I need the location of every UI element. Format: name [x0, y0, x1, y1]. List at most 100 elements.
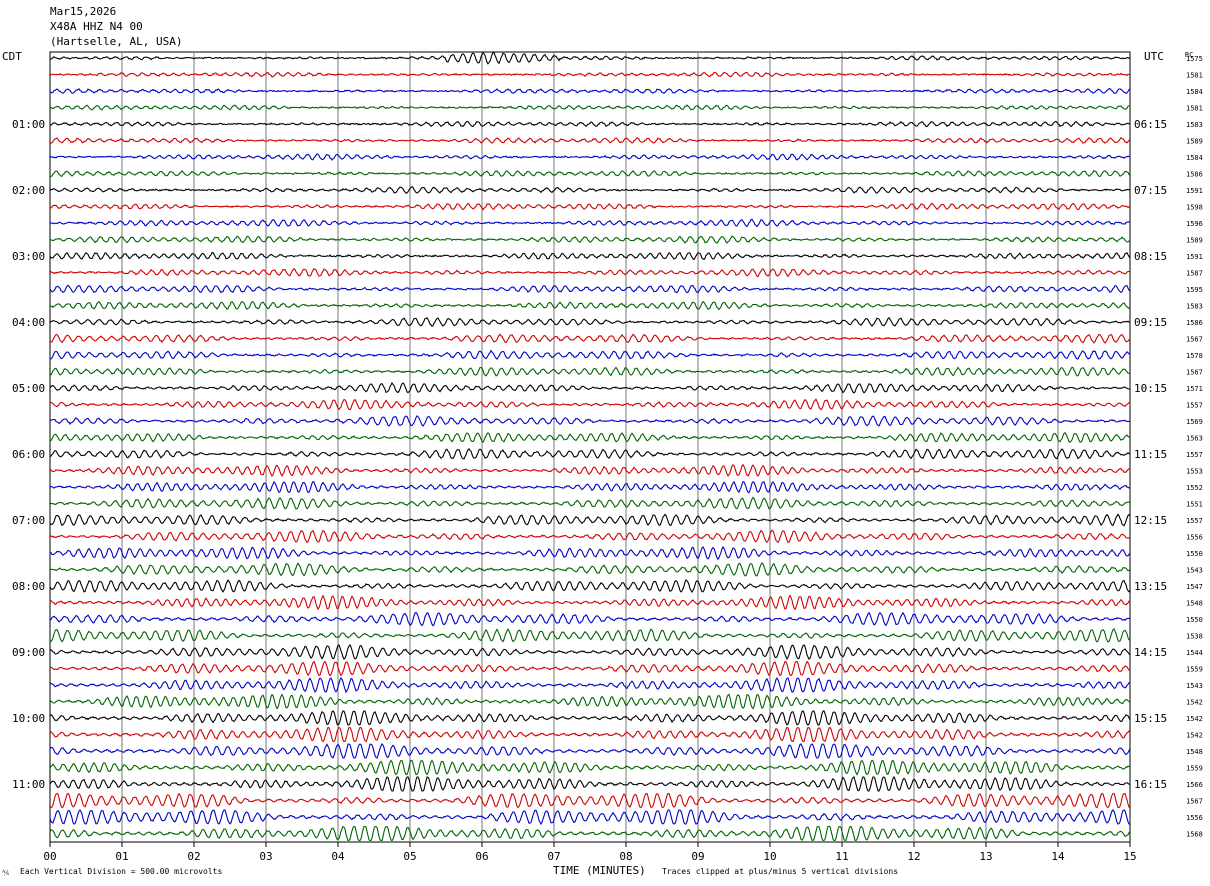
right-hour-label: 08:15: [1134, 250, 1167, 263]
seismic-trace-row: [49, 496, 1131, 510]
seismic-traces: [49, 51, 1131, 842]
right-hour-label: 13:15: [1134, 580, 1167, 593]
x-tick-label: 04: [331, 850, 345, 863]
seismic-trace-row: [49, 693, 1131, 710]
x-tick-label: 06: [475, 850, 488, 863]
seismic-trace-row: [49, 268, 1130, 278]
row-value: 1581: [1186, 105, 1203, 113]
seismic-trace-row: [49, 366, 1131, 377]
row-value: 1556: [1186, 814, 1203, 822]
seismic-trace-row: [49, 415, 1131, 427]
row-value: 1551: [1186, 501, 1203, 509]
right-hour-label: 09:15: [1134, 316, 1167, 329]
row-value: 1587: [1186, 270, 1203, 278]
seismic-trace-row: [49, 202, 1131, 211]
right-hour-label: 06:15: [1134, 118, 1167, 131]
seismic-trace-row: [49, 136, 1131, 144]
seismic-trace-row: [49, 186, 1131, 194]
seismic-trace-row: [49, 644, 1131, 661]
row-value: 1567: [1186, 798, 1203, 806]
x-tick-label: 10: [763, 850, 776, 863]
row-value: 1543: [1186, 567, 1203, 575]
row-value: 1550: [1186, 616, 1203, 624]
left-hour-label: 06:00: [12, 448, 45, 461]
seismic-trace-row: [49, 71, 1131, 78]
plot-frame: [49, 51, 1131, 843]
right-hour-label: 14:15: [1134, 646, 1167, 659]
right-hour-label: 16:15: [1134, 778, 1167, 791]
row-value: 1563: [1186, 435, 1203, 443]
x-tick-label: 09: [691, 850, 704, 863]
row-value: 1548: [1186, 748, 1203, 756]
left-hour-label: 11:00: [12, 778, 45, 791]
row-value: 1571: [1186, 385, 1203, 393]
scale-marker-icon: ⅍: [2, 868, 9, 877]
right-hour-label: 11:15: [1134, 448, 1167, 461]
row-value: 1547: [1186, 583, 1203, 591]
seismic-trace-row: [50, 51, 1131, 65]
row-value: 1568: [1186, 831, 1203, 839]
right-hour-label: 12:15: [1134, 514, 1167, 527]
x-tick-label: 15: [1123, 850, 1136, 863]
row-value: 1584: [1186, 154, 1203, 162]
clip-note: Traces clipped at plus/minus 5 vertical …: [662, 867, 898, 876]
left-hour-labels: 01:00 02:00 03:00 04:00 05:00 06:00 07:00 08:00…: [12, 118, 45, 791]
seismic-trace-row: [49, 153, 1130, 161]
row-value: 1567: [1186, 336, 1203, 344]
row-value: 1557: [1186, 402, 1203, 410]
seismic-trace-row: [49, 677, 1131, 694]
right-hour-label: 15:15: [1134, 712, 1167, 725]
x-tick-label: 14: [1051, 850, 1065, 863]
seismic-trace-row: [49, 447, 1130, 460]
seismic-trace-row: [49, 775, 1131, 792]
x-tick-label: 07: [547, 850, 560, 863]
seismic-trace-row: [49, 235, 1131, 244]
row-value: 1596: [1186, 220, 1203, 228]
row-value: 1589: [1186, 237, 1203, 245]
x-tick-label: 02: [187, 850, 200, 863]
row-value: 1538: [1186, 633, 1203, 641]
scale-note: Each Vertical Division = 500.00 microvol…: [20, 867, 222, 876]
row-value: 1566: [1186, 781, 1203, 789]
left-hour-label: 03:00: [12, 250, 45, 263]
row-value: 1542: [1186, 732, 1203, 740]
left-hour-label: 05:00: [12, 382, 45, 395]
seismic-trace-row: [49, 480, 1131, 494]
x-tick-label: 01: [115, 850, 128, 863]
row-value: 1542: [1186, 699, 1203, 707]
x-tick-label: 00: [43, 850, 56, 863]
x-axis-ticks: 00 01 02 03 04 05 06 07 08 09 10 11 12 13 14 15: [43, 842, 1137, 863]
header-location: (Hartselle, AL, USA): [50, 35, 182, 48]
right-hour-label: 10:15: [1134, 382, 1167, 395]
row-value: 1559: [1186, 765, 1203, 773]
seismic-trace-row: [49, 316, 1131, 328]
row-value: 1557: [1186, 517, 1203, 525]
seismic-trace-row: [49, 251, 1131, 261]
right-hour-labels: 06:15 07:15 08:15 09:15 10:15 11:15 12:15 13:15…: [1134, 118, 1167, 791]
seismic-trace-row: [49, 562, 1131, 577]
seismic-trace-row: [49, 333, 1131, 344]
x-tick-label: 05: [403, 850, 416, 863]
row-value: 1595: [1186, 286, 1203, 294]
row-value: 1553: [1186, 468, 1203, 476]
right-timezone-label: UTC: [1144, 50, 1164, 63]
header-date: Mar15,2026: [50, 5, 116, 18]
seismic-trace-row: [49, 825, 1131, 842]
row-value: 1543: [1186, 682, 1203, 690]
row-value: 1591: [1186, 253, 1203, 261]
header-station: X48A HHZ N4 00: [50, 20, 143, 33]
seismic-trace-row: [49, 398, 1130, 411]
x-tick-label: 13: [979, 850, 992, 863]
row-value: 1552: [1186, 484, 1203, 492]
row-value: 1557: [1186, 451, 1203, 459]
left-hour-label: 07:00: [12, 514, 45, 527]
seismic-trace-row: [49, 120, 1131, 128]
seismic-trace-row: [49, 529, 1131, 544]
seismic-trace-row: [49, 431, 1131, 444]
seismic-trace-row: [49, 381, 1131, 394]
x-axis-label: TIME (MINUTES): [553, 864, 646, 877]
row-value: 1598: [1186, 204, 1203, 212]
row-value: 1583: [1186, 303, 1203, 311]
seismic-trace-row: [49, 545, 1131, 561]
seismic-trace-row: [49, 743, 1131, 759]
